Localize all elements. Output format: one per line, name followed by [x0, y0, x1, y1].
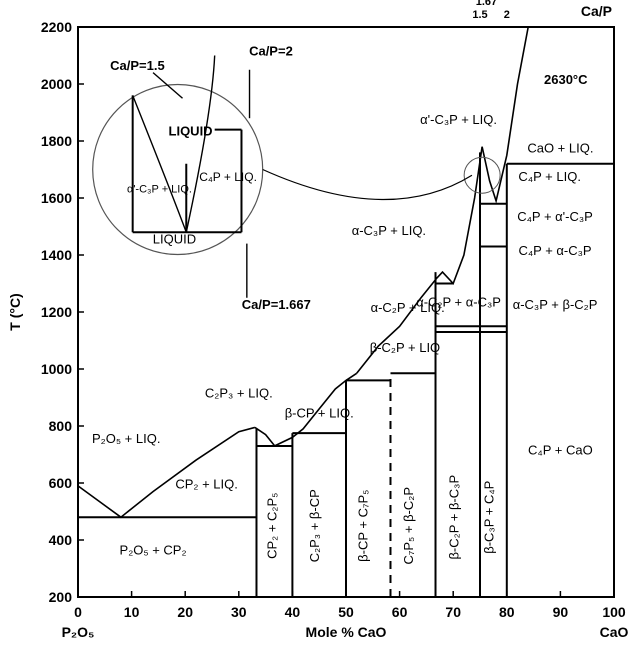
top-axis-tick: 1.67 [476, 0, 497, 8]
region-label-vertical: C₂P₃ + β-CP [307, 489, 322, 562]
top-axis-tick: 1.5 [472, 9, 487, 21]
top-axis-tick: 2 [504, 9, 510, 21]
inset-source-circle [463, 156, 501, 194]
y-tick-label: 400 [49, 532, 73, 548]
y-tick-label: 1400 [41, 247, 72, 263]
temperature-label: 2630°C [544, 72, 588, 87]
x-tick-label: 40 [285, 604, 301, 620]
x-tick-label: 90 [553, 604, 569, 620]
region-label: C₂P₃ + LIQ. [205, 386, 273, 401]
region-label: LIQUID [153, 232, 196, 247]
region-label-vertical: CP₂ + C₂P₅ [264, 493, 279, 559]
inset-label-ca-p-2: Ca/P=2 [249, 44, 293, 59]
region-label: CaO + LIQ. [527, 140, 593, 155]
inset-curve [185, 55, 216, 233]
arrow-line [152, 72, 183, 99]
inset-label-alpha-c3p: α'-C₃P + LIQ. [127, 183, 192, 195]
region-label: α-C₃P + LIQ. [352, 223, 426, 238]
x-tick-label: 70 [445, 604, 461, 620]
inset-curve [132, 95, 187, 233]
y-tick-label: 1800 [41, 133, 72, 149]
region-label: C₄P + CaO [528, 443, 593, 458]
region-label: β-C₂P + LIQ [370, 340, 440, 355]
region-label: α-C₂P + α-C₃P [416, 294, 501, 309]
x-axis-title: Mole % CaO [306, 624, 387, 640]
x-tick-label: 80 [499, 604, 515, 620]
y-tick-label: 2000 [41, 76, 72, 92]
x-tick-label: 30 [231, 604, 247, 620]
inset-connector [262, 168, 473, 201]
x-tick-label: 100 [602, 604, 626, 620]
x-tick-label: 60 [392, 604, 408, 620]
y-tick-label: 600 [49, 475, 73, 491]
y-tick-label: 1200 [41, 304, 72, 320]
x-tick-label: 50 [338, 604, 354, 620]
liquidus-curve-cp2-c2p3 [254, 372, 358, 447]
inset-circle [92, 83, 264, 256]
region-label: C₄P + α'-C₃P [517, 209, 593, 224]
region-label: P₂O₅ + LIQ. [92, 431, 160, 446]
liquidus-curve-right [481, 26, 529, 204]
y-tick-label: 1000 [41, 361, 72, 377]
x-tick-label: 10 [124, 604, 140, 620]
region-label: α-C₃P + β-C₂P [513, 297, 598, 312]
region-label-vertical: β-C₂P + β-C₃P [447, 475, 462, 560]
top-axis-title: Ca/P [581, 3, 612, 19]
y-tick-label: 800 [49, 418, 73, 434]
region-label: C₄P + LIQ. [518, 169, 581, 184]
x-tick-label: 0 [74, 604, 82, 620]
liquidus-curve-c7p5-c2p [356, 146, 483, 374]
x-tick-label: 20 [177, 604, 193, 620]
y-tick-label: 200 [49, 589, 73, 605]
y-tick-label: 2200 [41, 19, 72, 35]
y-tick-label: 1600 [41, 190, 72, 206]
x-left-end-label: P₂O₅ [62, 624, 95, 640]
inset-label-c4p: C₄P + LIQ. [199, 170, 257, 184]
region-label-vertical: β-CP + C₇P₅ [355, 490, 370, 562]
region-label: α'-C₃P + LIQ. [420, 112, 497, 127]
region-label: β-CP + LIQ. [285, 405, 354, 420]
region-label: α-C₂P + LIQ. [371, 300, 445, 315]
inset-label-ca-p-1-5: Ca/P=1.5 [110, 58, 165, 73]
x-right-end-label: CaO [600, 624, 629, 640]
liquidus-curve-left [77, 426, 256, 519]
region-label: CP₂ + LIQ. [175, 477, 238, 492]
region-label-vertical: C₇P₅ + β-C₂P [401, 487, 416, 565]
region-label: P₂O₅ + CP₂ [120, 542, 187, 557]
y-axis-title: T (°C) [7, 293, 23, 330]
region-label-vertical: β-C₃P + C₄P [481, 481, 496, 554]
inset-label-ca-p-1-667: Ca/P=1.667 [242, 297, 311, 312]
inset-label-liquid: LIQUID [169, 123, 213, 138]
region-label: C₄P + α-C₃P [518, 243, 591, 258]
